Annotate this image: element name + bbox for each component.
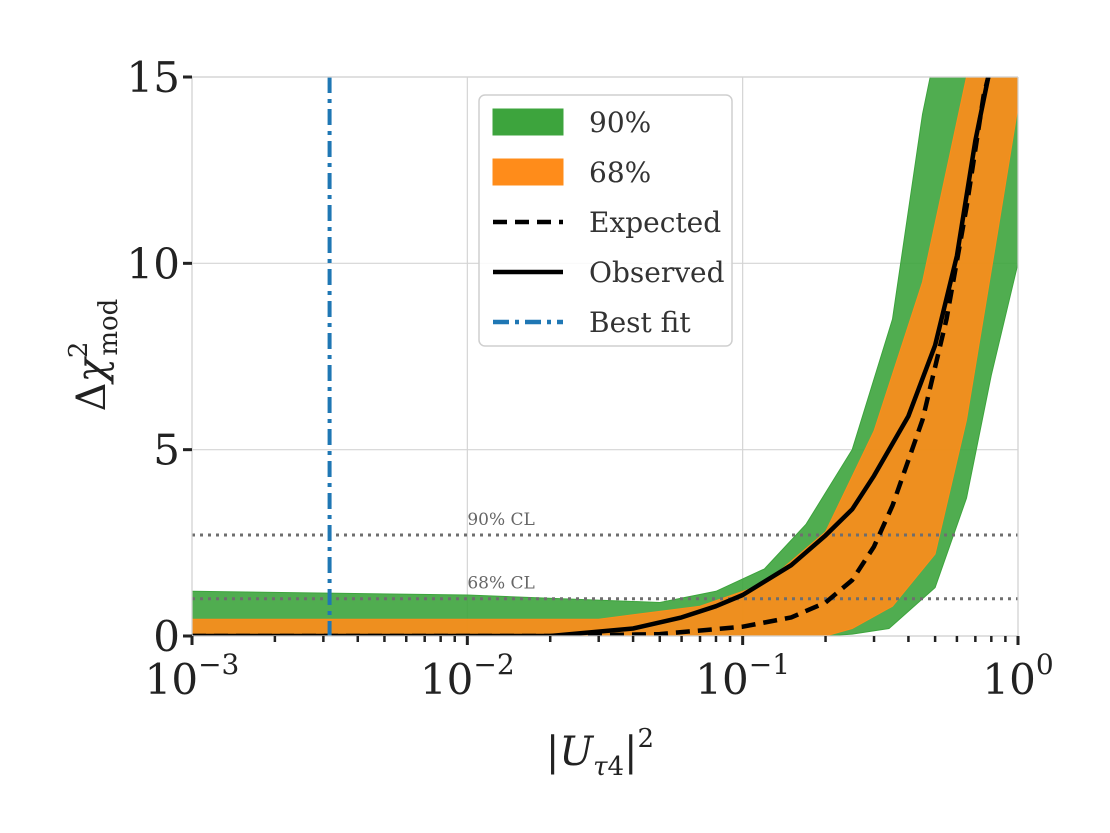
y-tick-label: 10 bbox=[127, 239, 180, 288]
legend-swatch bbox=[492, 158, 564, 186]
legend-box bbox=[478, 94, 733, 347]
plot-area: 90% CL 68% CL bbox=[191, 76, 1019, 637]
legend-item-90pct: 90% bbox=[492, 106, 651, 139]
band-90pct bbox=[192, 77, 1018, 636]
x-tick-label: 10−3 bbox=[145, 648, 240, 704]
legend-item-best-fit: Best fit bbox=[493, 306, 691, 339]
legend-label: Observed bbox=[589, 256, 725, 289]
legend-swatch bbox=[492, 108, 564, 136]
reference-label-90cl: 90% CL bbox=[467, 510, 535, 530]
legend-item-expected: Expected bbox=[493, 206, 721, 239]
y-tick-label: 0 bbox=[153, 612, 180, 661]
x-tick-label: 10−1 bbox=[695, 648, 790, 704]
legend-label: Best fit bbox=[589, 306, 691, 339]
legend: 90% 68% Expected Observed Best fit bbox=[478, 94, 733, 347]
series-observed bbox=[192, 77, 991, 636]
y-axis-title: Δχ2mod bbox=[64, 299, 124, 412]
x-tick-label: 10−2 bbox=[420, 648, 515, 704]
reference-label-68cl: 68% CL bbox=[467, 574, 535, 594]
x-tick-label: 100 bbox=[982, 648, 1053, 704]
legend-label: Expected bbox=[589, 206, 721, 239]
legend-label: 68% bbox=[589, 156, 651, 189]
x-axis-title: |Uτ4|2 bbox=[546, 724, 654, 782]
legend-label: 90% bbox=[589, 106, 651, 139]
y-tick-label: 15 bbox=[127, 53, 180, 102]
legend-item-observed: Observed bbox=[493, 256, 725, 289]
y-tick-label: 5 bbox=[153, 426, 180, 475]
axis-titles: |Uτ4|2 Δχ2mod bbox=[64, 299, 654, 782]
plot-clipped-content bbox=[192, 77, 1018, 636]
legend-item-68pct: 68% bbox=[492, 156, 651, 189]
axes: 10−3 10−2 10−1 100 0 5 10 15 bbox=[127, 53, 1054, 704]
